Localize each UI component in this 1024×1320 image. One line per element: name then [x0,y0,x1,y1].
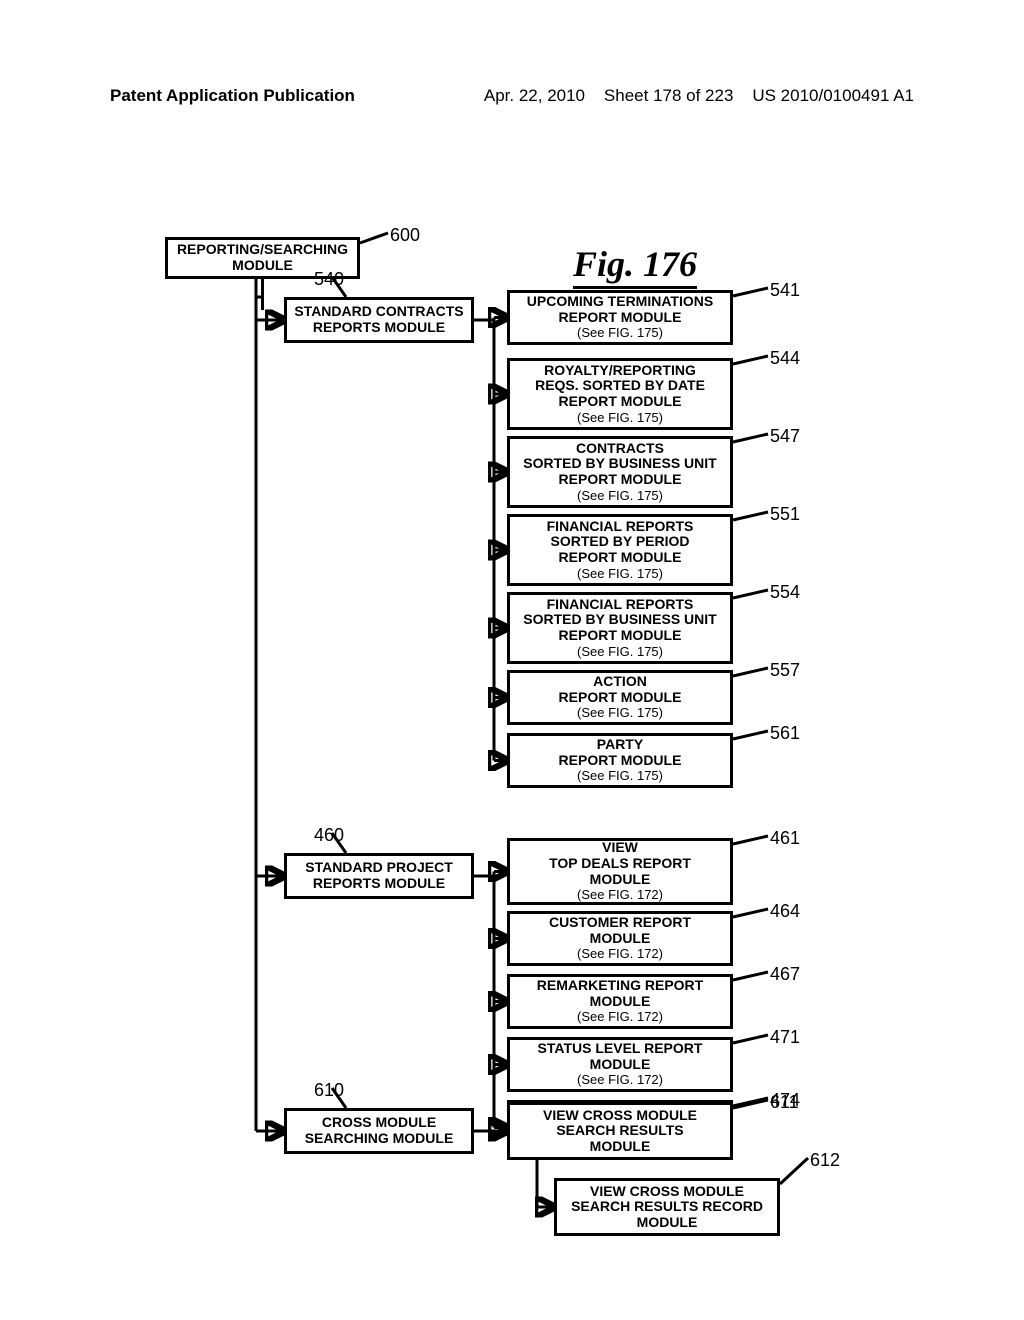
mid-box-540: STANDARD CONTRACTSREPORTS MODULE [284,297,474,343]
ref-557: 557 [770,660,800,681]
header-pubno: US 2010/0100491 A1 [752,86,914,105]
header-date: Apr. 22, 2010 [484,86,585,105]
ref-464: 464 [770,901,800,922]
leaf-box-551: FINANCIAL REPORTSSORTED BY PERIODREPORT … [507,514,733,586]
ref-471: 471 [770,1027,800,1048]
header-left: Patent Application Publication [110,86,355,106]
mid-box-610: CROSS MODULESEARCHING MODULE [284,1108,474,1154]
ref-612: 612 [810,1150,840,1171]
leaf-box-547: CONTRACTSSORTED BY BUSINESS UNITREPORT M… [507,436,733,508]
mid-box-460: STANDARD PROJECTREPORTS MODULE [284,853,474,899]
header-sheet: Sheet 178 of 223 [604,86,734,105]
ref-467: 467 [770,964,800,985]
figure-title: Fig. 176 [573,243,697,289]
leaf-box-611: VIEW CROSS MODULESEARCH RESULTSMODULE [507,1102,733,1160]
ref-561: 561 [770,723,800,744]
ref-540: 540 [314,269,344,290]
ref-551: 551 [770,504,800,525]
leaf-box-561: PARTYREPORT MODULE(See FIG. 175) [507,733,733,788]
leaf-box-461: VIEWTOP DEALS REPORTMODULE(See FIG. 172) [507,838,733,905]
header-right: Apr. 22, 2010 Sheet 178 of 223 US 2010/0… [484,86,914,106]
leaf-box-471: STATUS LEVEL REPORTMODULE(See FIG. 172) [507,1037,733,1092]
ref-547: 547 [770,426,800,447]
ref-554: 554 [770,582,800,603]
ref-544: 544 [770,348,800,369]
ref-461: 461 [770,828,800,849]
page-header: Patent Application Publication Apr. 22, … [0,86,1024,106]
leaf-box-557: ACTIONREPORT MODULE(See FIG. 175) [507,670,733,725]
leaf-box-541: UPCOMING TERMINATIONSREPORT MODULE(See F… [507,290,733,345]
ref-611: 611 [770,1092,799,1113]
leaf-box-544: ROYALTY/REPORTINGREQS. SORTED BY DATEREP… [507,358,733,430]
leaf-box-554: FINANCIAL REPORTSSORTED BY BUSINESS UNIT… [507,592,733,664]
ref-460: 460 [314,825,344,846]
leaf-box-467: REMARKETING REPORTMODULE(See FIG. 172) [507,974,733,1029]
ref-610: 610 [314,1080,344,1101]
leaf-box-464: CUSTOMER REPORTMODULE(See FIG. 172) [507,911,733,966]
root-ref-number: 600 [390,225,420,246]
ref-541: 541 [770,280,800,301]
leaf-box-612: VIEW CROSS MODULESEARCH RESULTS RECORDMO… [554,1178,780,1236]
